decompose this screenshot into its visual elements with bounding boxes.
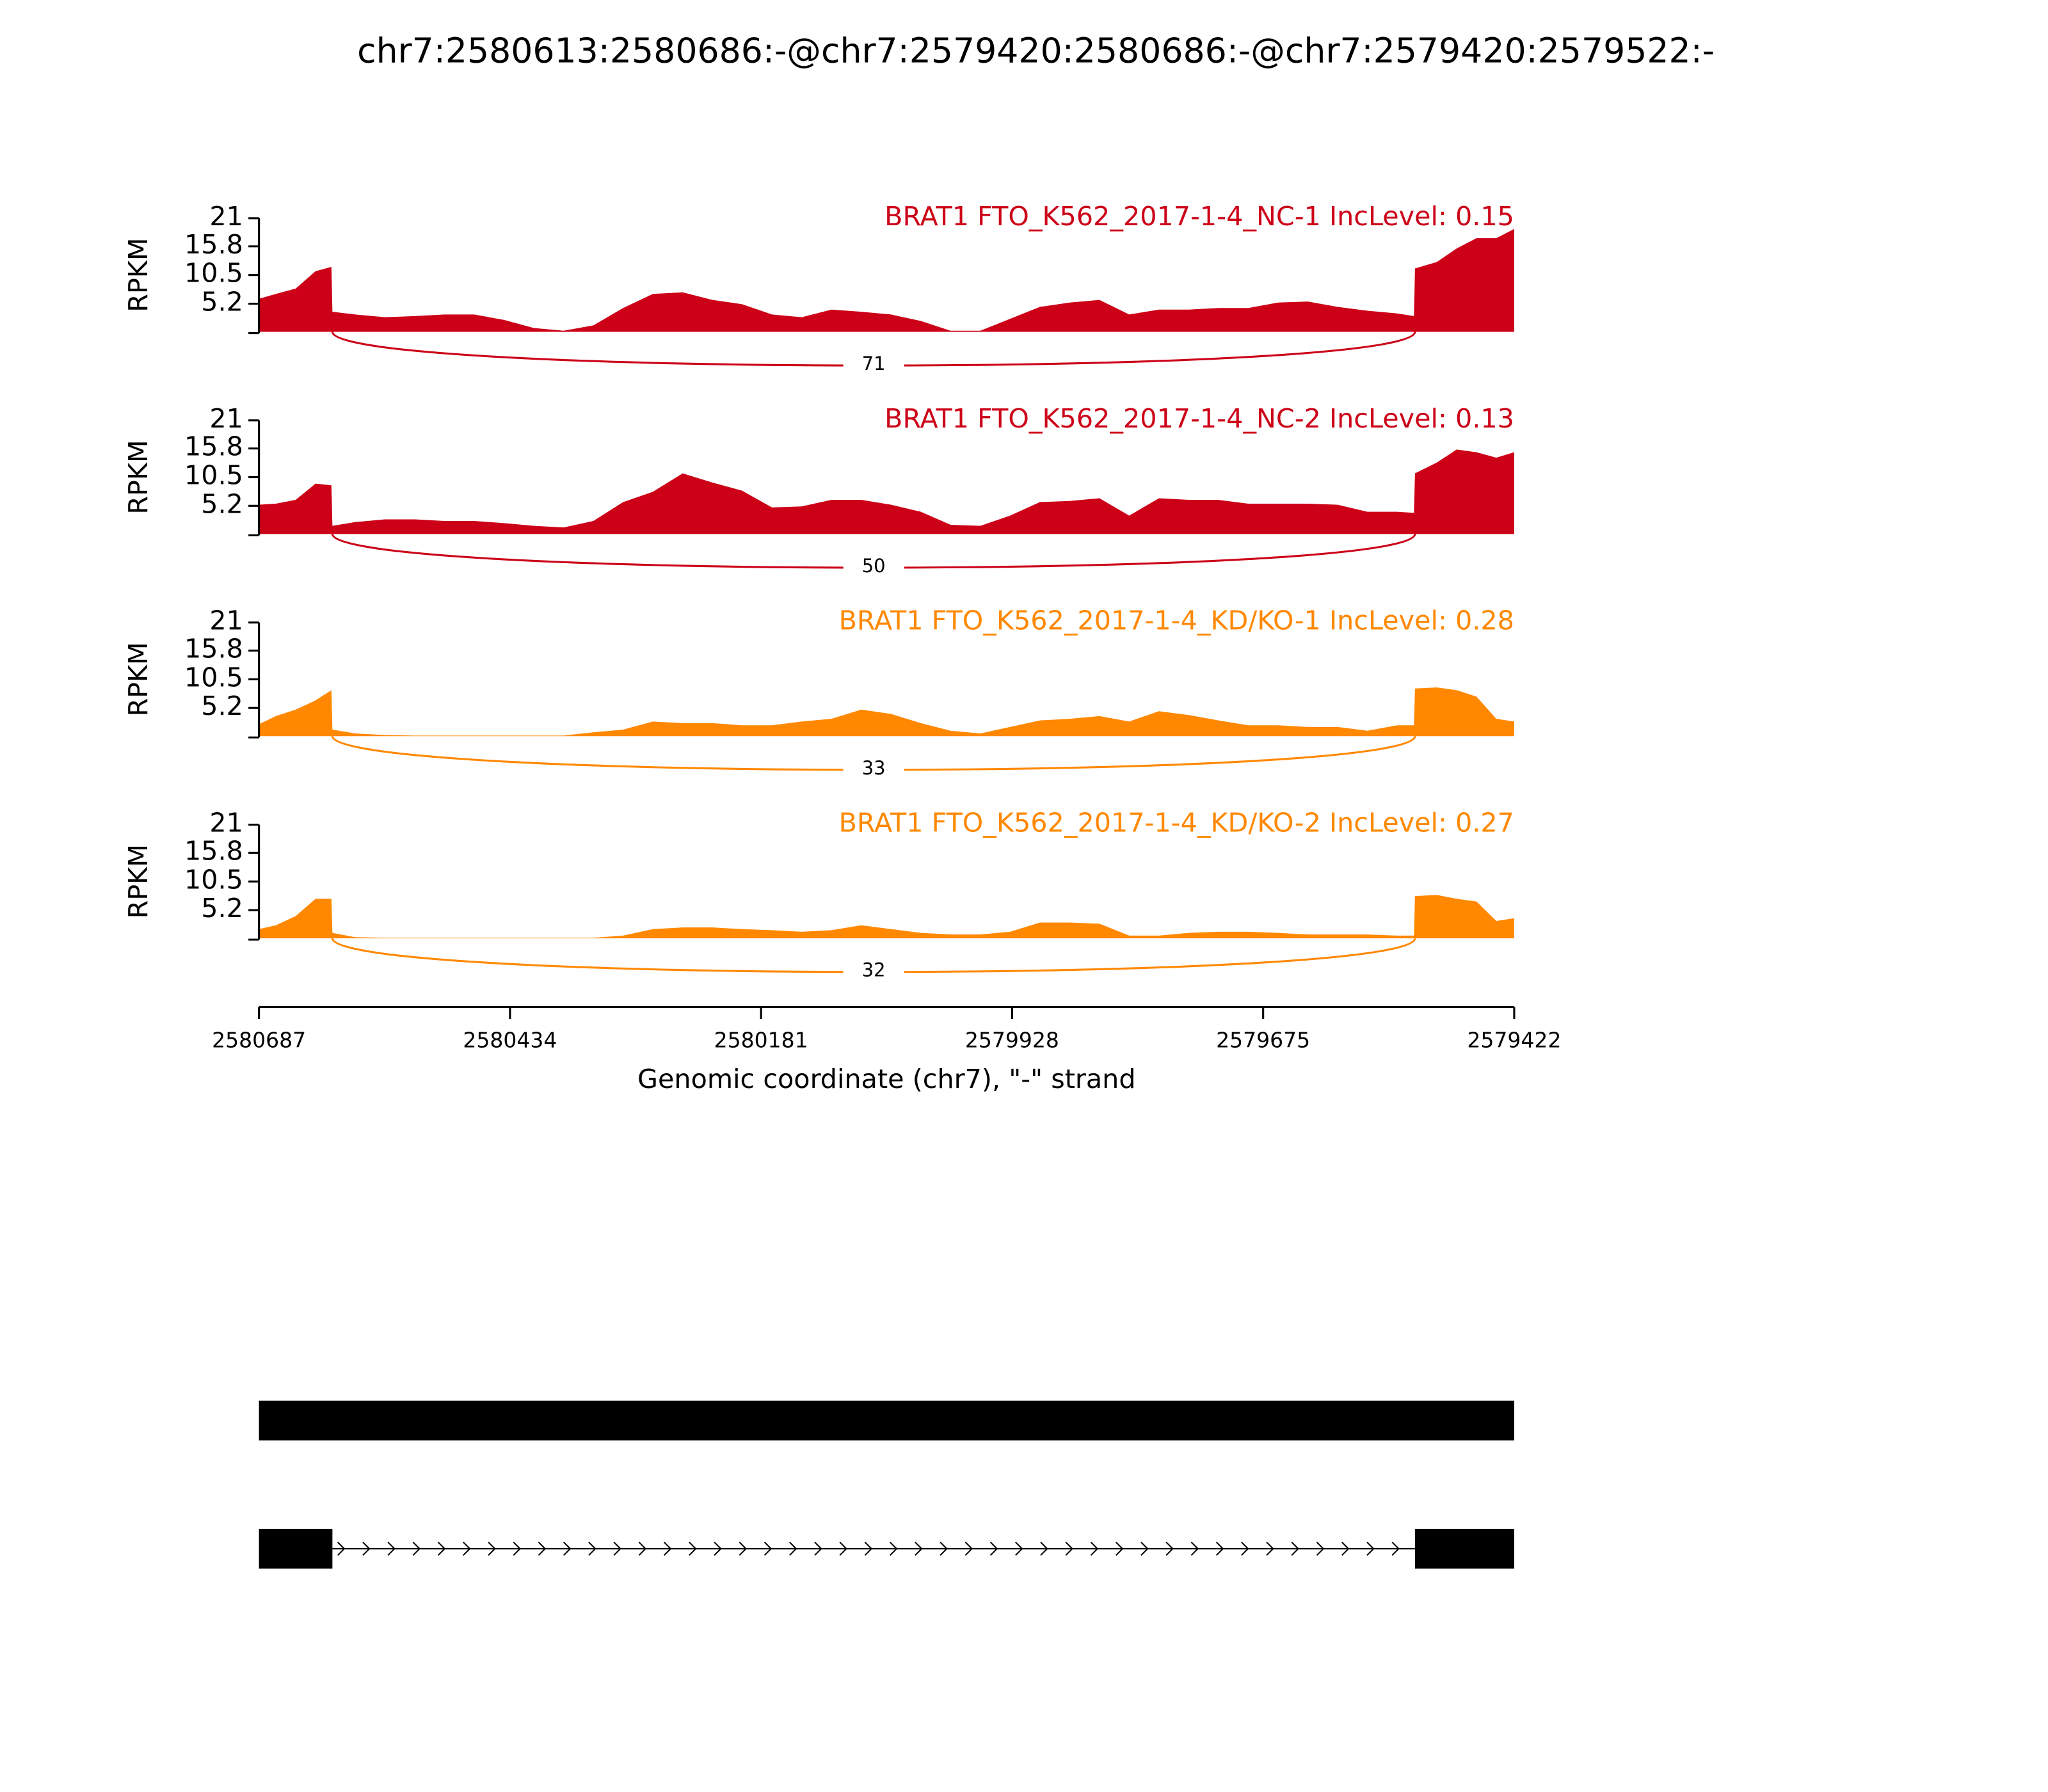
strand-arrow <box>764 1541 772 1556</box>
junction-label-box <box>843 958 904 985</box>
exon <box>259 1528 333 1569</box>
strand-arrow <box>563 1541 572 1556</box>
y-tick-label: 10.5 <box>184 460 243 491</box>
junction-label-box <box>843 351 904 378</box>
strand-arrow <box>689 1541 697 1556</box>
y-tick-label: 21 <box>209 808 243 838</box>
y-tick-label: 10.5 <box>184 258 243 289</box>
strand-arrow <box>1341 1541 1350 1556</box>
strand-arrow <box>1316 1541 1325 1556</box>
strand-arrow <box>864 1541 873 1556</box>
strand-arrow <box>788 1541 797 1556</box>
track-title: BRAT1 FTO_K562_2017-1-4_KD/KO-2 IncLevel… <box>839 808 1514 838</box>
x-tick-label: 2580687 <box>212 1028 306 1053</box>
y-tick-label: 5.2 <box>201 286 243 317</box>
strand-arrow <box>538 1541 547 1556</box>
y-tick-label: 21 <box>209 605 243 636</box>
x-tick-label: 2579422 <box>1467 1028 1561 1053</box>
strand-arrow <box>387 1541 396 1556</box>
strand-arrow <box>714 1541 722 1556</box>
strand-arrow <box>1115 1541 1124 1556</box>
strand-arrow <box>1391 1541 1400 1556</box>
strand-arrow <box>1366 1541 1375 1556</box>
strand-arrow <box>1065 1541 1073 1556</box>
strand-arrow <box>1215 1541 1224 1556</box>
strand-arrow <box>739 1541 748 1556</box>
strand-arrow <box>1291 1541 1299 1556</box>
strand-arrow <box>613 1541 621 1556</box>
y-tick-label: 21 <box>209 201 243 232</box>
junction-label-box <box>843 554 904 580</box>
y-axis-label: RPKM <box>123 238 154 312</box>
strand-arrow <box>638 1541 647 1556</box>
y-tick-label: 10.5 <box>184 864 243 895</box>
strand-arrow <box>915 1541 923 1556</box>
strand-arrow <box>1165 1541 1174 1556</box>
y-tick-label: 15.8 <box>184 634 243 664</box>
strand-arrow <box>588 1541 596 1556</box>
strand-arrow <box>1190 1541 1199 1556</box>
strand-arrow <box>437 1541 446 1556</box>
strand-arrow <box>989 1541 998 1556</box>
y-tick-label: 5.2 <box>201 488 243 519</box>
x-axis-label: Genomic coordinate (chr7), "-" strand <box>637 1064 1135 1094</box>
track-title: BRAT1 FTO_K562_2017-1-4_NC-2 IncLevel: 0… <box>884 403 1514 434</box>
figure-title: chr7:2580613:2580686:-@chr7:2579420:2580… <box>357 30 1715 70</box>
y-tick-label: 21 <box>209 403 243 434</box>
coverage-area <box>259 228 1514 332</box>
y-axis-label: RPKM <box>123 642 154 716</box>
strand-arrow <box>488 1541 496 1556</box>
strand-arrow <box>814 1541 822 1556</box>
strand-arrow <box>1015 1541 1023 1556</box>
track-title: BRAT1 FTO_K562_2017-1-4_KD/KO-1 IncLevel… <box>839 605 1514 636</box>
y-axis-label: RPKM <box>123 844 154 918</box>
coverage-area <box>259 449 1514 534</box>
strand-arrow <box>463 1541 471 1556</box>
strand-arrow <box>1266 1541 1274 1556</box>
x-tick-label: 2579928 <box>965 1028 1059 1053</box>
exon <box>259 1400 1514 1441</box>
strand-arrow <box>889 1541 898 1556</box>
strand-arrow <box>412 1541 421 1556</box>
strand-arrow <box>1140 1541 1149 1556</box>
x-tick-label: 2580434 <box>463 1028 557 1053</box>
strand-arrow <box>1090 1541 1099 1556</box>
coverage-area <box>259 895 1514 939</box>
y-tick-label: 15.8 <box>184 229 243 260</box>
strand-arrow <box>1241 1541 1249 1556</box>
junction-count: 71 <box>862 353 886 374</box>
junction-count: 33 <box>862 757 886 779</box>
coverage-area <box>259 687 1514 737</box>
junction-count: 32 <box>862 959 886 981</box>
y-tick-label: 15.8 <box>184 835 243 866</box>
strand-arrow <box>337 1541 346 1556</box>
y-tick-label: 5.2 <box>201 893 243 924</box>
y-axis-label: RPKM <box>123 440 154 514</box>
strand-arrow <box>362 1541 371 1556</box>
strand-arrow <box>1040 1541 1048 1556</box>
y-tick-label: 10.5 <box>184 662 243 692</box>
strand-arrow <box>940 1541 948 1556</box>
strand-arrow <box>663 1541 672 1556</box>
exon <box>1414 1528 1514 1569</box>
strand-arrow <box>513 1541 521 1556</box>
x-tick-label: 2580181 <box>714 1028 808 1053</box>
strand-arrow <box>964 1541 973 1556</box>
strand-arrow <box>839 1541 847 1556</box>
x-tick-label: 2579675 <box>1216 1028 1310 1053</box>
junction-count: 50 <box>862 555 886 577</box>
y-tick-label: 5.2 <box>201 691 243 721</box>
track-title: BRAT1 FTO_K562_2017-1-4_NC-1 IncLevel: 0… <box>884 201 1514 232</box>
y-tick-label: 15.8 <box>184 431 243 462</box>
junction-label-box <box>843 756 904 783</box>
